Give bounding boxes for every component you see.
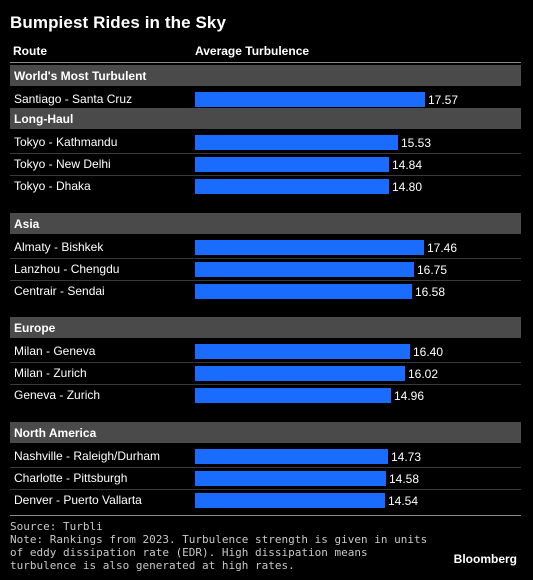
route-label: Nashville - Raleigh/Durham xyxy=(14,449,161,463)
turbulence-bar xyxy=(195,344,410,359)
column-header-route: Route xyxy=(13,44,47,58)
bar-value-label: 16.75 xyxy=(417,263,448,277)
section-header-label: Long-Haul xyxy=(14,112,74,126)
turbulence-bar xyxy=(195,471,386,486)
bar-value-label: 16.40 xyxy=(413,345,444,359)
bar-value-label: 14.54 xyxy=(388,494,419,508)
section-header-label: Asia xyxy=(14,217,40,231)
section-header-band: North America xyxy=(10,422,521,443)
turbulence-bar xyxy=(195,157,389,172)
turbulence-bar xyxy=(195,449,388,464)
row-divider xyxy=(10,362,521,363)
turbulence-bar xyxy=(195,179,389,194)
row-divider xyxy=(10,153,521,154)
row-divider xyxy=(10,258,521,259)
route-label: Milan - Zurich xyxy=(14,366,87,380)
route-label: Santiago - Santa Cruz xyxy=(14,92,133,106)
row-divider xyxy=(10,467,521,468)
chart-title: Bumpiest Rides in the Sky xyxy=(10,13,226,32)
footnote: Note: Rankings from 2023. Turbulence str… xyxy=(10,533,428,572)
route-label: Charlotte - Pittsburgh xyxy=(14,471,128,485)
turbulence-bar xyxy=(195,388,391,403)
bar-value-label: 16.02 xyxy=(408,367,439,381)
route-label: Tokyo - Kathmandu xyxy=(14,135,118,149)
route-label: Almaty - Bishkek xyxy=(14,240,104,254)
section-header-band: Asia xyxy=(10,213,521,234)
section-header-band: Long-Haul xyxy=(10,108,521,129)
bar-value-label: 17.57 xyxy=(428,93,459,107)
route-label: Tokyo - New Delhi xyxy=(14,157,111,171)
row-divider xyxy=(10,489,521,490)
column-header-turbulence: Average Turbulence xyxy=(195,44,310,58)
bar-value-label: 14.84 xyxy=(392,158,423,172)
turbulence-bar xyxy=(195,262,414,277)
bar-value-label: 14.73 xyxy=(391,450,422,464)
bloomberg-logo: Bloomberg xyxy=(453,552,517,566)
section-header-band: Europe xyxy=(10,317,521,338)
section-header-label: World's Most Turbulent xyxy=(14,69,147,83)
section-header-label: Europe xyxy=(14,321,56,335)
route-label: Milan - Geneva xyxy=(14,344,96,358)
turbulence-bar xyxy=(195,366,405,381)
turbulence-bar xyxy=(195,493,385,508)
header-divider xyxy=(10,62,521,63)
section-header-label: North America xyxy=(14,426,97,440)
bar-value-label: 15.53 xyxy=(401,136,432,150)
route-label: Geneva - Zurich xyxy=(14,388,101,402)
row-divider xyxy=(10,280,521,281)
turbulence-bar xyxy=(195,135,398,150)
bar-value-label: 14.96 xyxy=(394,389,425,403)
route-label: Lanzhou - Chengdu xyxy=(14,262,120,276)
route-label: Denver - Puerto Vallarta xyxy=(14,493,142,507)
route-label: Centrair - Sendai xyxy=(14,284,105,298)
route-label: Tokyo - Dhaka xyxy=(14,179,91,193)
turbulence-bar xyxy=(195,284,412,299)
footer-divider xyxy=(10,515,521,516)
row-divider xyxy=(10,175,521,176)
bar-value-label: 17.46 xyxy=(427,241,458,255)
source-note: Source: Turbli xyxy=(10,520,103,533)
section-header-band: World's Most Turbulent xyxy=(10,65,521,86)
turbulence-bar xyxy=(195,240,424,255)
bar-value-label: 14.80 xyxy=(392,180,423,194)
bar-value-label: 14.58 xyxy=(389,472,420,486)
row-divider xyxy=(10,384,521,385)
bar-value-label: 16.58 xyxy=(415,285,446,299)
turbulence-bar xyxy=(195,92,425,107)
